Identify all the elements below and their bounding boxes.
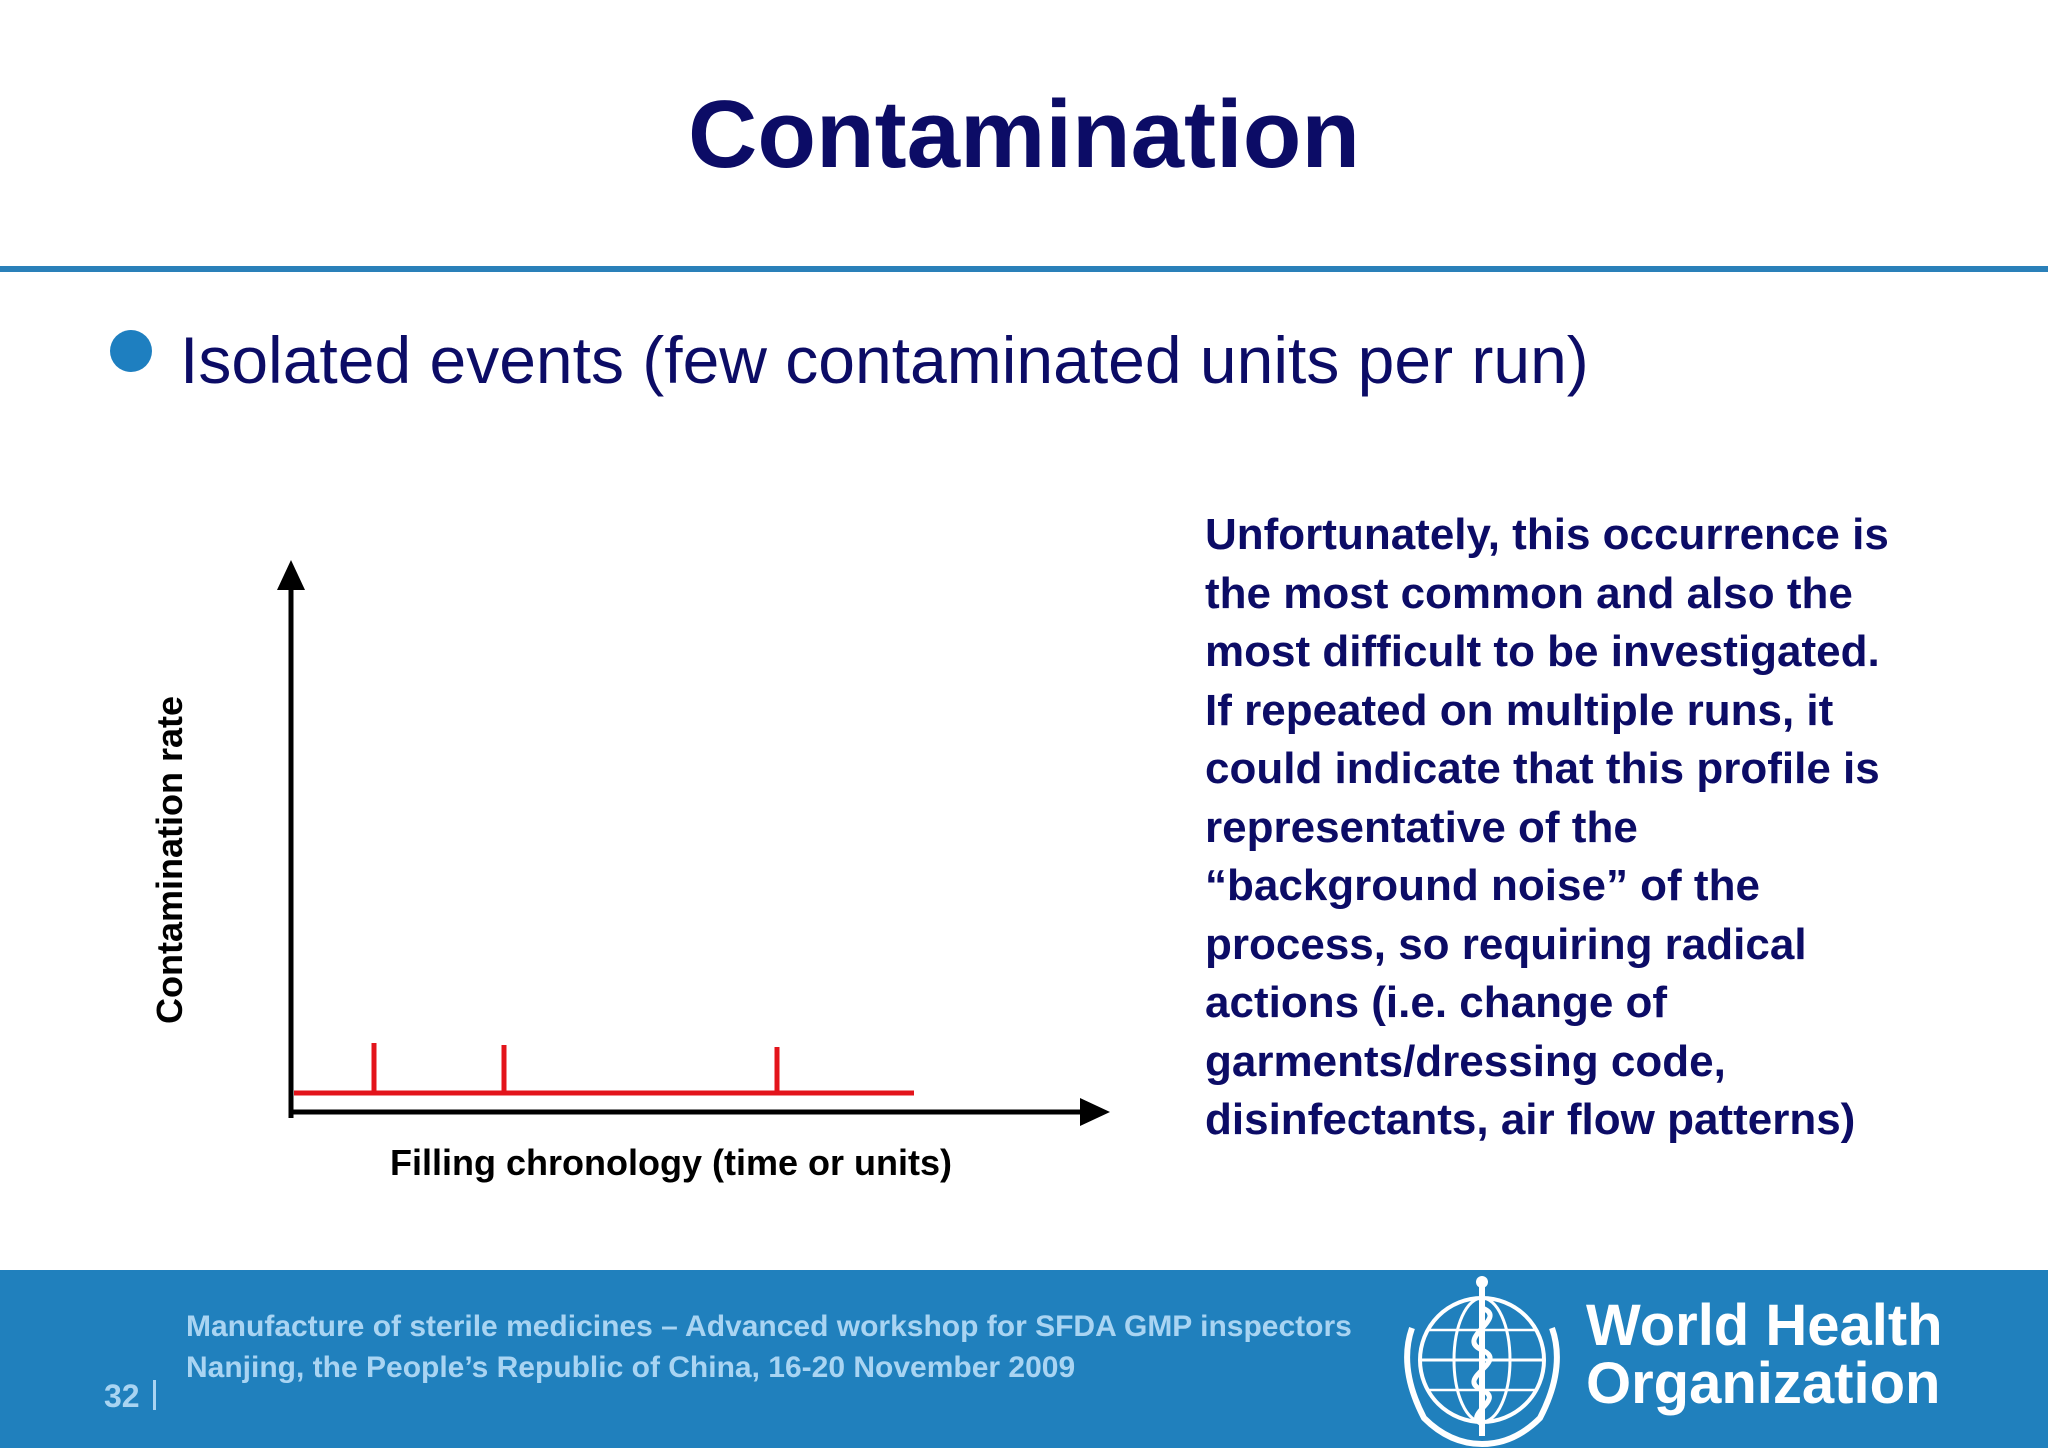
paragraph-line: could indicate that this profile is bbox=[1205, 744, 1880, 793]
footer-workshop-title: Manufacture of sterile medicines – Advan… bbox=[186, 1310, 1352, 1343]
paragraph-line: garments/dressing code, bbox=[1205, 1036, 1726, 1086]
paragraph-line: Unfortunately, this occurrence is bbox=[1205, 510, 1889, 559]
org-name-line2: Organization bbox=[1586, 1351, 1941, 1416]
org-name-line1: World Health bbox=[1586, 1293, 1943, 1358]
who-emblem-icon bbox=[1404, 1276, 1560, 1447]
title-divider bbox=[0, 266, 2048, 272]
paragraph-line: representative of the bbox=[1205, 802, 1638, 852]
paragraph-line: process, so requiring radical bbox=[1205, 919, 1807, 969]
paragraph-line: “background noise” of the bbox=[1205, 861, 1760, 910]
x-axis-arrow bbox=[1080, 1098, 1110, 1126]
y-axis-arrow bbox=[277, 560, 305, 590]
bullet-icon bbox=[110, 330, 152, 372]
paragraph-line: most difficult to be investigated. bbox=[1205, 627, 1880, 676]
footer-bar bbox=[0, 1270, 2048, 1448]
contamination-profile-diagram bbox=[277, 560, 1110, 1126]
x-axis-label: Filling chronology (time or units) bbox=[390, 1142, 952, 1183]
page-number: 32 bbox=[104, 1378, 140, 1414]
explanation-paragraph: Unfortunately, this occurrence is the mo… bbox=[1205, 506, 2005, 1150]
slide-title: Contamination bbox=[688, 81, 1360, 188]
page-number-separator bbox=[153, 1380, 156, 1410]
paragraph-line: the most common and also the bbox=[1205, 568, 1853, 618]
y-axis-label: Contamination rate bbox=[149, 695, 190, 1025]
paragraph-line: actions (i.e. change of bbox=[1205, 978, 1668, 1027]
bullet-text: Isolated events (few contaminated units … bbox=[180, 323, 1589, 397]
paragraph-line: disinfectants, air flow patterns) bbox=[1205, 1095, 1856, 1144]
paragraph-line: If repeated on multiple runs, it bbox=[1205, 685, 1834, 735]
footer-location-date: Nanjing, the People’s Republic of China,… bbox=[186, 1351, 1076, 1384]
